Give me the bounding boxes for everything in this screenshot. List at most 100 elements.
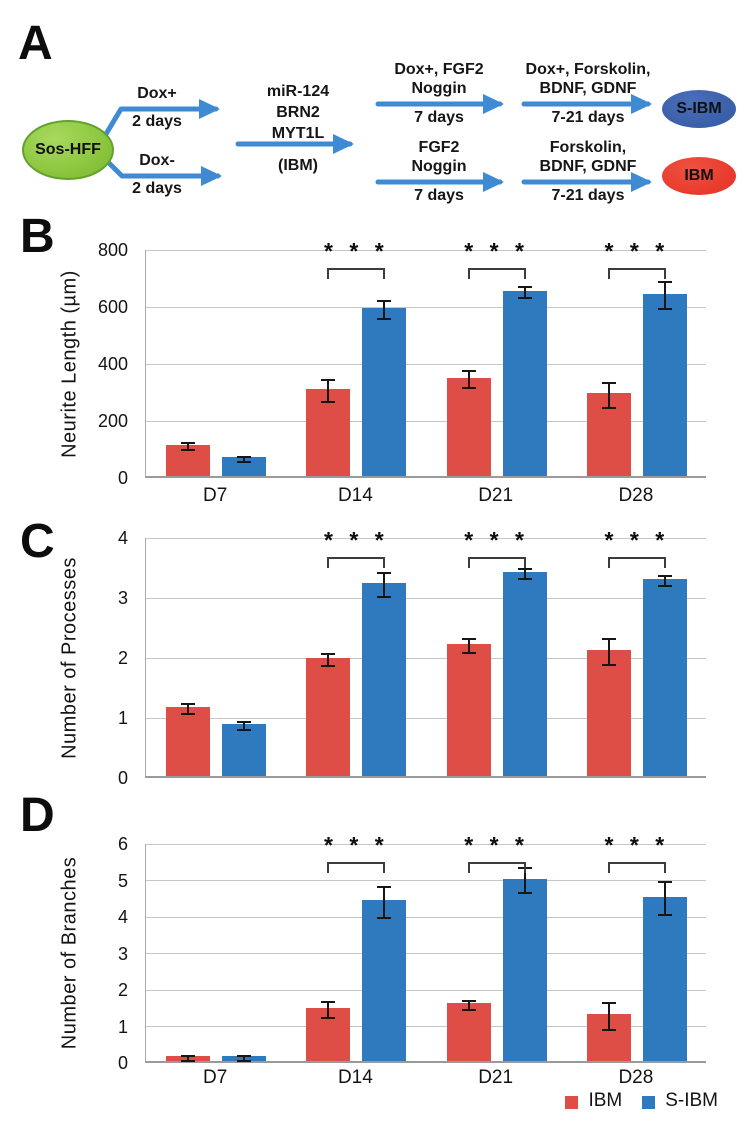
- chart-area: 0 200 400 600 800 * * * * * * * * *: [0, 238, 750, 488]
- top-step2-duration: 7-21 days: [551, 109, 625, 126]
- error-bar: [377, 299, 392, 320]
- diagram-arrows: [97, 94, 652, 192]
- factor-mir124: miR-124: [266, 83, 330, 100]
- x-tick-label: D28: [618, 485, 654, 506]
- top-step2-line1: Dox+, Forskolin,: [525, 61, 651, 78]
- bar-s-ibm-d7: [222, 723, 267, 776]
- plot-area: * * * * * * * * *: [145, 527, 706, 778]
- y-tick-label: 0: [117, 468, 128, 488]
- error-bar: [237, 720, 252, 731]
- y-tick-label: 800: [97, 240, 128, 260]
- y-tick-label: 4: [117, 907, 128, 927]
- error-bar: [321, 379, 336, 404]
- result-node-sibm-label: S-IBM: [676, 100, 722, 117]
- panel-label-c: C: [20, 515, 55, 568]
- error-bar: [321, 653, 336, 667]
- bar-ibm-d21: [446, 377, 491, 476]
- chart-neurite-length: B Neurite Length (µm) 0 200 400 600 800 * * …: [0, 213, 750, 513]
- y-tick-label: 0: [117, 1053, 128, 1073]
- legend-swatch-sibm: [642, 1095, 656, 1109]
- error-bar: [181, 1054, 196, 1062]
- bar-ibm-d21: [446, 644, 491, 776]
- gridline: [146, 307, 706, 308]
- result-node-ibm: IBM: [662, 157, 736, 195]
- significance-stars: * * *: [604, 527, 670, 554]
- bar-s-ibm-d28: [642, 293, 687, 476]
- bottom-step1-duration: 7 days: [414, 187, 464, 204]
- error-bar: [237, 456, 252, 463]
- y-tick-label: 6: [117, 834, 128, 854]
- gridline: [146, 953, 706, 954]
- bar-s-ibm-d21: [502, 572, 547, 776]
- y-tick-label: 0: [117, 768, 128, 788]
- y-tick-label: 3: [117, 588, 128, 608]
- bar-ibm-d28: [586, 650, 631, 776]
- y-tick-label: 200: [97, 411, 128, 431]
- error-bar: [601, 381, 616, 409]
- branch-bottom-duration: 2 days: [132, 180, 182, 197]
- y-tick-label: 5: [117, 870, 128, 891]
- significance-stars: * * *: [464, 831, 529, 858]
- significance-stars: * * *: [604, 238, 670, 265]
- x-tick-label: D7: [202, 1067, 228, 1088]
- gridline: [146, 598, 706, 599]
- factors-note-ibm: (IBM): [278, 157, 318, 174]
- branch-top-condition: Dox+: [137, 85, 177, 102]
- y-tick-label: 2: [117, 648, 128, 668]
- panel-a-diagram: A Sos-HFF Dox+ 2 days Dox- 2 days: [0, 0, 750, 212]
- bar-ibm-d14: [306, 657, 351, 776]
- significance-bracket: [607, 557, 666, 569]
- factor-myt1l: MYT1L: [271, 125, 325, 142]
- x-tick-label: D21: [478, 1067, 514, 1088]
- branch-bottom-condition: Dox-: [139, 152, 175, 169]
- y-tick-label: 1: [117, 1016, 128, 1037]
- error-bar: [237, 1054, 252, 1062]
- error-bar: [601, 1001, 616, 1032]
- significance-bracket: [607, 268, 666, 280]
- gridline: [146, 364, 706, 365]
- error-bar: [461, 369, 476, 390]
- panel-label-d: D: [20, 789, 55, 842]
- bar-s-ibm-d14: [362, 307, 407, 476]
- error-bar: [377, 572, 392, 598]
- top-step1-line1: Dox+, FGF2: [394, 61, 484, 78]
- significance-bracket: [607, 861, 666, 873]
- significance-bracket: [327, 557, 386, 569]
- gridline: [146, 880, 706, 881]
- significance-bracket: [467, 268, 526, 280]
- bar-s-ibm-d28: [642, 579, 687, 776]
- plot-area: * * * * * * * * *: [145, 832, 706, 1063]
- gridline: [146, 538, 706, 539]
- gridline: [146, 250, 706, 251]
- x-tick-label: D14: [337, 485, 373, 506]
- bar-ibm-d21: [446, 1003, 491, 1061]
- gridline: [146, 658, 706, 659]
- error-bar: [657, 280, 672, 311]
- x-axis-labels: D7 D14 D21 D28: [0, 1067, 750, 1091]
- y-tick-label: 400: [97, 354, 128, 374]
- bar-ibm-d14: [306, 389, 351, 476]
- y-tick-label: 600: [97, 297, 128, 317]
- bar-s-ibm-d28: [642, 896, 687, 1061]
- bar-s-ibm-d14: [362, 900, 407, 1061]
- significance-bracket: [327, 268, 386, 280]
- legend-label-sibm: S-IBM: [665, 1090, 718, 1111]
- result-node-sibm: S-IBM: [662, 90, 736, 128]
- x-tick-label: D28: [618, 1067, 654, 1088]
- bottom-step2-line1: Forskolin,: [549, 139, 627, 156]
- x-tick-label: D21: [478, 485, 514, 506]
- error-bar: [601, 638, 616, 666]
- significance-stars: * * *: [324, 238, 389, 265]
- bar-s-ibm-d21: [502, 878, 547, 1061]
- chart-area: 0 1 2 3 4 * * * * * * * * *: [0, 527, 750, 788]
- significance-stars: * * *: [464, 238, 529, 265]
- bar-ibm-d7: [166, 707, 211, 776]
- error-bar: [657, 575, 672, 588]
- chart-area: 0 1 2 3 4 5 6 * * * * * * * * *: [0, 832, 750, 1073]
- panel-label-b: B: [20, 210, 55, 263]
- bottom-step1-line1: FGF2: [418, 139, 460, 156]
- plot-area: * * * * * * * * *: [145, 238, 706, 478]
- error-bar: [461, 638, 476, 654]
- significance-bracket: [467, 557, 526, 569]
